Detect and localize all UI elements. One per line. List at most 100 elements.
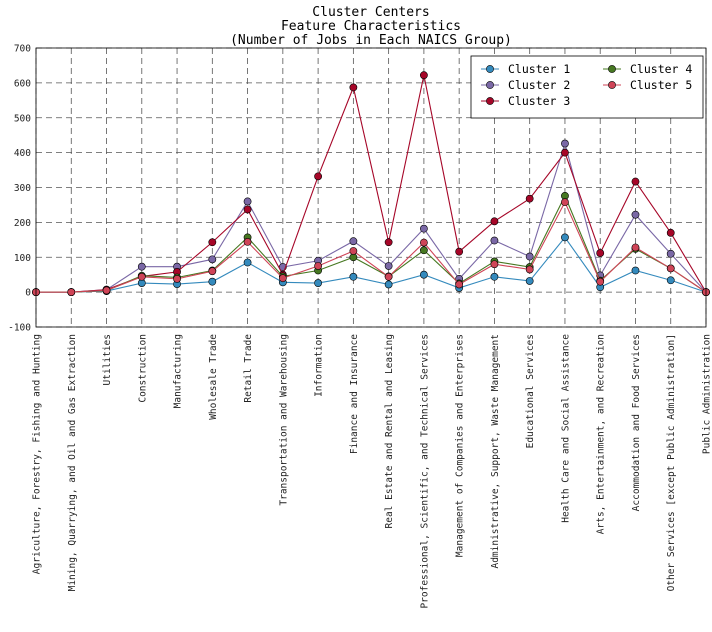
data-point: [561, 199, 568, 206]
legend-label: Cluster 3: [508, 94, 570, 108]
data-point: [420, 72, 427, 79]
data-point: [138, 263, 145, 270]
data-point: [68, 289, 75, 296]
x-category-label: Administrative, Support, Waste Managemen…: [490, 334, 501, 569]
data-point: [561, 234, 568, 241]
y-tick-label: 0: [25, 288, 31, 299]
chart-title: Cluster Centers Feature Characteristics …: [230, 5, 512, 48]
data-point: [244, 198, 251, 205]
data-point: [138, 273, 145, 280]
data-point: [350, 247, 357, 254]
legend-label: Cluster 5: [630, 78, 692, 92]
legend-swatch-marker: [486, 65, 493, 72]
series-line: [36, 237, 706, 292]
y-tick-label: 500: [14, 113, 31, 124]
y-tick-label: 400: [14, 148, 31, 159]
legend-swatch-marker: [608, 65, 615, 72]
data-point: [420, 239, 427, 246]
data-point: [350, 273, 357, 280]
y-tick-label: 700: [14, 44, 31, 55]
data-point: [491, 218, 498, 225]
x-category-label: Information: [314, 334, 325, 397]
data-point: [632, 211, 639, 218]
x-category-label: Real Estate and Rental and Leasing: [384, 334, 395, 528]
legend-swatch-marker: [608, 81, 615, 88]
series-line: [36, 196, 706, 292]
data-point: [315, 262, 322, 269]
data-point: [209, 256, 216, 263]
data-point: [491, 237, 498, 244]
legend-swatch-marker: [486, 97, 493, 104]
series-line: [36, 202, 706, 292]
data-point: [420, 225, 427, 232]
data-point: [385, 273, 392, 280]
data-point: [209, 268, 216, 275]
x-category-label: Professional, Scientific, and Technical …: [419, 334, 430, 609]
data-point: [632, 267, 639, 274]
data-point: [244, 259, 251, 266]
data-point: [597, 249, 604, 256]
x-category-label: Wholesale Trade: [208, 334, 219, 420]
y-tick-label: 300: [14, 183, 31, 194]
x-category-label: Manufacturing: [173, 334, 184, 408]
legend-label: Cluster 4: [630, 62, 692, 76]
data-point: [667, 250, 674, 257]
data-point: [209, 239, 216, 246]
x-axis-ticks: Agriculture, Forestry, Fishing and Hunti…: [32, 334, 712, 609]
data-point: [244, 238, 251, 245]
x-category-label: Agriculture, Forestry, Fishing and Hunti…: [32, 334, 43, 574]
x-category-label: Transportation and Warehousing: [278, 334, 289, 506]
data-point: [279, 275, 286, 282]
legend-label: Cluster 1: [508, 62, 570, 76]
x-category-label: Retail Trade: [243, 334, 254, 403]
data-point: [632, 244, 639, 251]
x-category-label: Educational Services: [525, 334, 536, 448]
data-point: [561, 140, 568, 147]
x-category-label: Mining, Quarrying, and Oil and Gas Extra…: [67, 334, 78, 591]
x-category-label: Construction: [137, 334, 148, 403]
x-category-label: Management of Companies and Enterprises: [455, 334, 466, 557]
x-category-label: Other Services [except Public Administra…: [666, 334, 677, 591]
data-point: [491, 273, 498, 280]
data-point: [526, 277, 533, 284]
data-point: [597, 278, 604, 285]
data-point: [350, 238, 357, 245]
chart-title-line-3: (Number of Jobs in Each NAICS Group): [230, 33, 512, 48]
data-point: [385, 239, 392, 246]
chart-title-line-1: Cluster Centers: [312, 5, 429, 20]
data-point: [526, 253, 533, 260]
legend-label: Cluster 2: [508, 78, 570, 92]
data-point: [420, 271, 427, 278]
legend-swatch-marker: [486, 81, 493, 88]
y-tick-label: 100: [14, 253, 31, 264]
data-point: [632, 178, 639, 185]
x-category-label: Accommodation and Food Services: [631, 334, 642, 511]
data-point: [350, 84, 357, 91]
y-tick-label: -100: [8, 323, 31, 334]
data-point: [491, 261, 498, 268]
chart-title-line-2: Feature Characteristics: [281, 19, 461, 34]
data-point: [209, 278, 216, 285]
data-point: [385, 281, 392, 288]
data-point: [667, 277, 674, 284]
data-point: [420, 247, 427, 254]
data-point: [456, 281, 463, 288]
series-1: [32, 234, 709, 296]
x-category-label: Health Care and Social Assistance: [560, 334, 571, 523]
data-point: [244, 206, 251, 213]
data-point: [667, 265, 674, 272]
x-category-label: Finance and Insurance: [349, 334, 360, 454]
data-point: [456, 248, 463, 255]
data-point: [561, 149, 568, 156]
x-category-label: Public Administration: [702, 334, 712, 454]
y-tick-label: 200: [14, 218, 31, 229]
x-category-label: Utilities: [102, 334, 113, 385]
data-point: [315, 279, 322, 286]
data-point: [526, 266, 533, 273]
data-point: [667, 229, 674, 236]
data-point: [103, 287, 110, 294]
data-point: [315, 173, 322, 180]
data-point: [385, 262, 392, 269]
